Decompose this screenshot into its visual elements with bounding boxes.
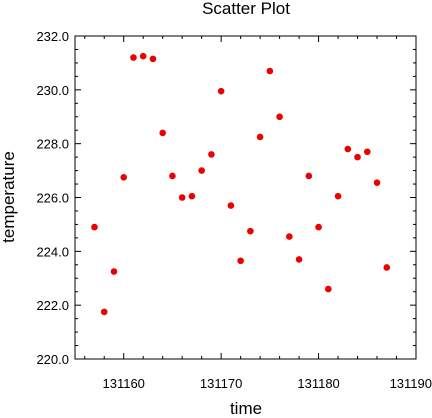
data-point	[91, 223, 98, 231]
x-tick-label: 131190	[390, 376, 432, 391]
data-points	[91, 52, 391, 316]
y-tick-label: 226.0	[36, 191, 69, 206]
data-point	[139, 52, 147, 60]
data-point	[169, 172, 176, 180]
y-tick-label: 230.0	[36, 83, 69, 98]
data-point	[325, 285, 332, 293]
data-point	[305, 172, 313, 180]
data-point	[198, 167, 205, 174]
x-tick-label: 131170	[200, 376, 242, 391]
data-point	[373, 179, 381, 186]
axis-tick-labels: 131160 131170 131180 131190 220.0 222.0 224.0 2…	[36, 29, 432, 391]
x-tick-label: 131160	[103, 376, 145, 391]
data-point	[237, 257, 244, 265]
y-axis-label: temperature	[0, 151, 18, 243]
data-point	[354, 153, 361, 161]
plot-axes	[74, 35, 417, 360]
data-point	[149, 55, 157, 63]
data-point	[383, 264, 391, 271]
data-point	[266, 67, 274, 75]
data-point	[247, 227, 254, 235]
x-tick-label: 131180	[297, 376, 339, 391]
data-point	[110, 268, 118, 275]
data-point	[334, 192, 342, 200]
y-tick-label: 220.0	[36, 352, 69, 367]
data-point	[276, 113, 283, 121]
data-point	[363, 148, 371, 156]
y-tick-label: 224.0	[36, 244, 69, 259]
y-tick-label: 228.0	[36, 137, 69, 152]
axis-ticks	[75, 35, 417, 360]
data-point	[286, 233, 293, 240]
data-point	[208, 151, 215, 158]
data-point	[217, 87, 225, 95]
data-point	[315, 223, 322, 231]
plot-frame	[74, 35, 417, 360]
data-point	[188, 192, 196, 200]
y-tick-label: 222.0	[36, 298, 69, 313]
x-axis-label: time	[230, 399, 262, 418]
data-point	[159, 129, 166, 137]
data-point	[227, 202, 235, 209]
data-point	[130, 54, 137, 61]
data-point	[178, 194, 186, 201]
chart-title: Scatter Plot	[202, 0, 290, 18]
y-tick-label: 232.0	[36, 29, 69, 44]
data-point	[344, 145, 352, 153]
data-point	[100, 308, 108, 316]
data-point	[295, 256, 303, 263]
data-point	[256, 133, 264, 141]
data-point	[120, 174, 128, 181]
